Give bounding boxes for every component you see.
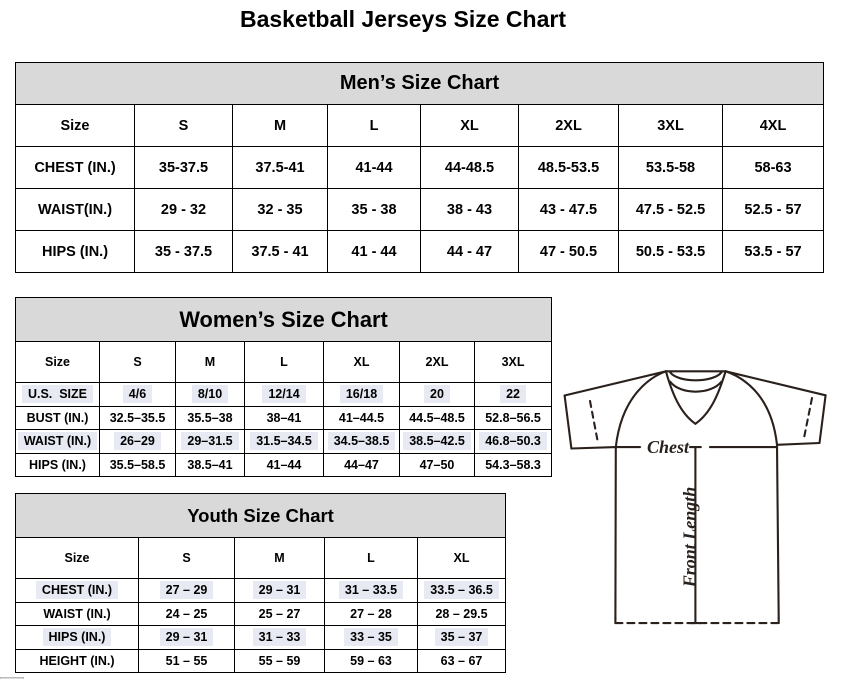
svg-text:Front Length: Front Length bbox=[679, 487, 699, 589]
svg-text:Chest: Chest bbox=[647, 437, 690, 457]
